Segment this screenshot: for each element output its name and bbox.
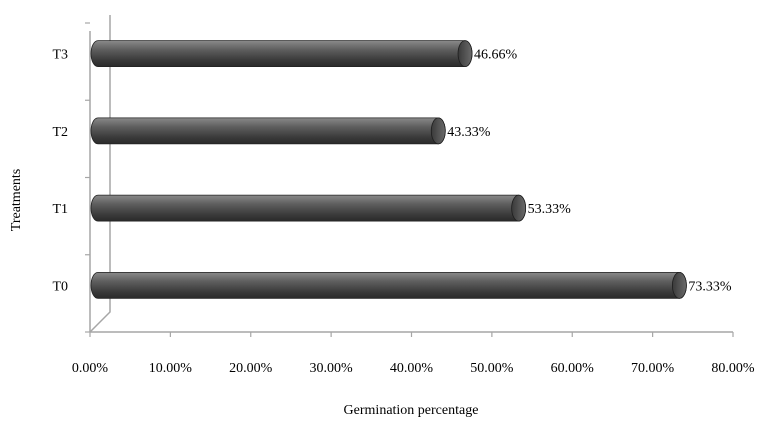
x-tick-label: 20.00%: [229, 361, 273, 376]
x-tick-label: 40.00%: [390, 361, 434, 376]
x-tick-label: 10.00%: [149, 361, 193, 376]
x-tick-label: 30.00%: [310, 361, 354, 376]
category-label: T2: [52, 125, 68, 140]
bar: [90, 271, 687, 299]
bars-layer: [90, 40, 687, 299]
x-tick-label: 0.00%: [72, 361, 109, 376]
x-tick-label: 80.00%: [711, 361, 755, 376]
bar-end-cap: [430, 117, 446, 145]
x-tick-label: 50.00%: [470, 361, 514, 376]
axes-layer: [85, 15, 734, 337]
data-label: 46.66%: [474, 48, 518, 63]
labels-layer: 0.00% 10.00% 20.00% 30.00% 40.00% 50.00% 60.00…: [52, 48, 754, 376]
category-label: T3: [52, 48, 68, 63]
x-axis-title: Germination percentage: [344, 403, 479, 418]
y-axis-title: Treatments: [9, 169, 24, 231]
x-tick-label: 60.00%: [551, 361, 595, 376]
bar: [90, 194, 527, 222]
data-label: 73.33%: [688, 279, 732, 294]
bar-end-cap: [511, 194, 527, 222]
back-wall-edge: [89, 15, 111, 333]
category-label: T0: [52, 279, 68, 294]
x-tick-label: 70.00%: [631, 361, 675, 376]
category-label: T1: [52, 202, 68, 217]
data-label: 43.33%: [447, 125, 491, 140]
bar-end-cap: [671, 271, 687, 299]
bar: [90, 40, 473, 68]
bar-end-cap: [457, 40, 473, 68]
bar: [90, 117, 446, 145]
data-label: 53.33%: [528, 202, 572, 217]
